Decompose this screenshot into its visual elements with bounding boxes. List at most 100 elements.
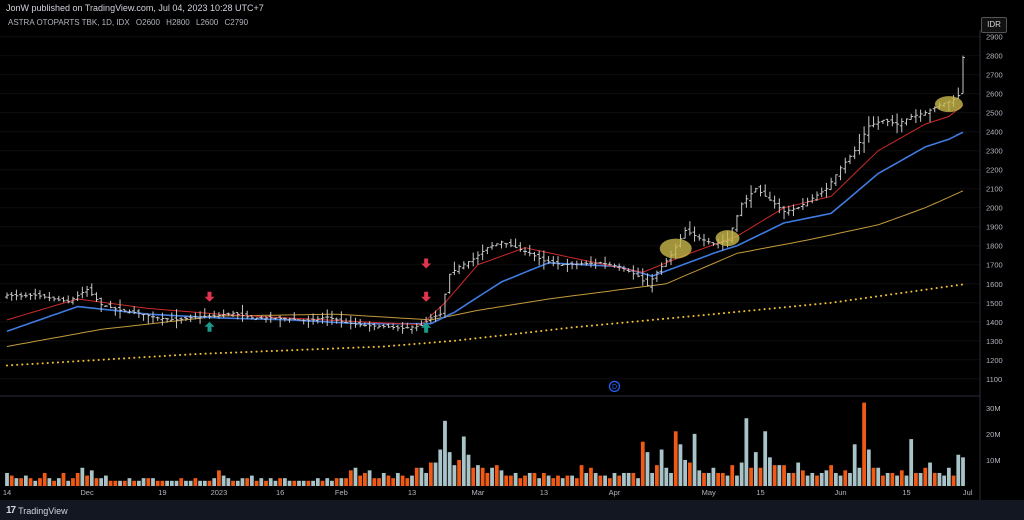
volume-bar [160, 480, 165, 486]
volume-bar [490, 467, 494, 486]
ohlc-bar [245, 310, 250, 320]
ohlc-bar [428, 313, 433, 323]
volume-bar [956, 454, 961, 486]
ohlc-bar [122, 308, 127, 313]
volume-bar [457, 459, 461, 486]
volume-bar [80, 467, 85, 486]
volume-bar [71, 478, 75, 486]
volume-bar [744, 418, 749, 486]
high-label: H [166, 18, 172, 27]
volume-bar [118, 480, 122, 486]
volume-bar [85, 475, 89, 486]
volume-bar [918, 472, 923, 486]
volume-bar [33, 480, 38, 486]
volume-bar [433, 462, 438, 486]
ohlc-bar [207, 313, 212, 319]
time-axis[interactable]: 14 Dec 19 2023 16 Feb 13 Mar 13 Apr May 15 Jun 15 Jul [3, 488, 973, 497]
volume-bar [509, 475, 513, 486]
tradingview-logo[interactable]: 17 TradingView [6, 505, 68, 516]
up-arrow-icon [204, 321, 215, 332]
ohlc-bar [282, 317, 287, 322]
volume-bar [179, 478, 184, 486]
event-marker[interactable]: D [608, 380, 621, 392]
ohlc-bar [800, 198, 805, 210]
ohlc-bar [777, 198, 782, 214]
sma-long-path [6, 283, 964, 367]
volume-bar [857, 467, 862, 486]
ohlc-bar [268, 311, 273, 323]
volume-bar [395, 472, 400, 486]
ohlc-bar [221, 309, 226, 318]
close-label: C [224, 18, 231, 27]
ohlc-bar [66, 295, 71, 304]
volume-bar [19, 478, 24, 486]
ohlc-bar [325, 309, 330, 326]
sma-slow-path [6, 190, 964, 347]
volume-bar [259, 478, 264, 486]
volume-bar [805, 475, 810, 486]
volume-bar [951, 475, 956, 486]
ohlc-bar [5, 292, 9, 300]
ohlc-bar [763, 184, 768, 197]
ohlc-bar [692, 226, 697, 242]
time-tick-label: 13 [408, 488, 416, 497]
ohlc-bar [683, 227, 688, 239]
ohlc-bar [523, 247, 528, 256]
ohlc-bar [499, 240, 504, 249]
volume-bar [372, 478, 377, 486]
ohlc-bar [14, 289, 19, 301]
price-tick-label: 2200 [986, 166, 1003, 175]
volume-bar [758, 467, 763, 486]
ohlc-bar [301, 319, 306, 325]
volume-bar [221, 475, 226, 486]
volume-bar [848, 472, 852, 486]
ohlc-bar [89, 283, 94, 297]
ohlc-bar [70, 296, 75, 305]
volume-bar [824, 470, 829, 486]
ohlc-bar [37, 290, 42, 300]
volume-bar [155, 480, 160, 486]
volume-bar [636, 478, 640, 486]
ohlc-bar [603, 256, 608, 269]
volume-bar [471, 467, 476, 486]
volume-bar [494, 465, 499, 486]
volume-bar [753, 452, 758, 486]
volume-bar [480, 467, 485, 486]
highlight-ellipse [659, 238, 692, 259]
volume-bar [320, 480, 325, 486]
ohlc-bar [607, 261, 612, 266]
volume-bar [909, 439, 914, 486]
ohlc-bar [824, 182, 829, 198]
volume-bar [104, 475, 108, 486]
ohlc-low: L2600 [196, 18, 218, 27]
ohlc-bar [264, 316, 269, 323]
event-marker-label: D [612, 384, 617, 391]
time-tick-label: 15 [756, 488, 764, 497]
volume-bar [184, 480, 188, 486]
volume-bar [711, 467, 716, 486]
volume-bar [942, 475, 947, 486]
ohlc-bar [372, 322, 377, 331]
price-axis[interactable]: 1100 1200 1300 1400 1500 1600 1700 1800 1900 2000… [986, 33, 1003, 384]
ohlc-bar [174, 309, 179, 329]
currency-badge[interactable]: IDR [981, 17, 1007, 33]
ohlc-bar [348, 315, 353, 330]
ohlc-bar [518, 242, 523, 252]
symbol-legend[interactable]: ASTRA OTOPARTS TBK, 1D, IDX O2600 H2800 … [8, 18, 252, 27]
ohlc-bar [744, 194, 749, 208]
ohlc-bar [405, 322, 410, 329]
volume-bar [47, 478, 52, 486]
price-tick-label: 1100 [986, 375, 1002, 384]
volume-bar [414, 467, 419, 486]
volume-bar [659, 449, 664, 486]
volume-axis[interactable]: 10M 20M 30M [986, 404, 1001, 465]
volume-bar [476, 465, 480, 486]
ohlc-bar [475, 251, 480, 265]
ohlc-bar [508, 238, 513, 248]
volume-bar [622, 472, 626, 486]
ohlc-bar [160, 312, 165, 326]
symbol-name[interactable]: ASTRA OTOPARTS TBK, 1D, IDX [8, 18, 130, 27]
ohlc-bar [749, 185, 754, 208]
ohlc-bar [377, 324, 382, 329]
